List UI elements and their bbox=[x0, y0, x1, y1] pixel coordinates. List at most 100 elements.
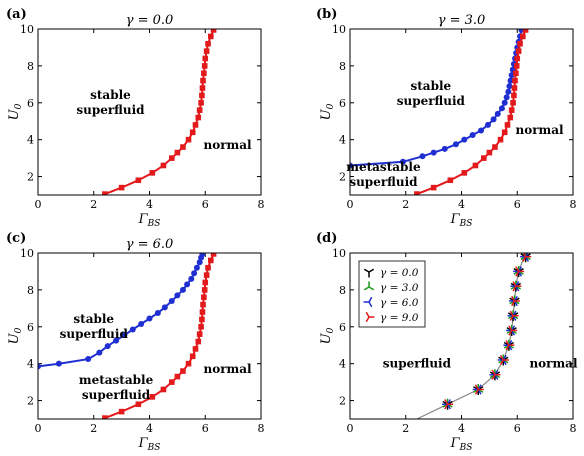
legend-marker bbox=[365, 311, 375, 323]
data-point bbox=[522, 29, 529, 33]
data-point bbox=[515, 48, 522, 54]
data-point bbox=[169, 155, 175, 161]
legend-label: γ = 6.0 bbox=[380, 297, 419, 309]
data-point bbox=[104, 343, 111, 350]
y-axis-label: U0 bbox=[7, 103, 24, 120]
x-tick-label: 6 bbox=[202, 422, 209, 435]
data-point bbox=[160, 386, 167, 393]
region-label: superfluid bbox=[383, 356, 452, 370]
data-point bbox=[195, 114, 202, 121]
data-point bbox=[503, 340, 513, 351]
x-tick-label: 4 bbox=[458, 198, 465, 211]
data-point bbox=[188, 275, 195, 282]
data-point bbox=[201, 287, 208, 293]
data-point bbox=[501, 129, 508, 136]
plot-area bbox=[350, 29, 529, 195]
data-point bbox=[174, 292, 181, 299]
data-point bbox=[196, 331, 203, 337]
region-label: metastable superfluid bbox=[346, 160, 421, 189]
data-point bbox=[509, 310, 519, 321]
data-point bbox=[506, 325, 516, 336]
data-point bbox=[169, 379, 175, 385]
y-tick-label: 4 bbox=[27, 358, 34, 371]
data-point bbox=[198, 99, 204, 106]
data-point bbox=[118, 408, 125, 415]
x-axis-label: ΓBS bbox=[450, 212, 473, 229]
data-point bbox=[113, 337, 120, 344]
data-point bbox=[192, 122, 199, 128]
data-point bbox=[501, 99, 508, 106]
data-point bbox=[180, 144, 186, 150]
data-point bbox=[185, 360, 192, 367]
data-point bbox=[507, 77, 514, 84]
axes-frame bbox=[349, 28, 574, 196]
panel-d: (d) 0 2 4 6 8 2 4 6 8 10 ΓBS U0 γ = 0.0 γ = 3.0 γ = 6.0… bbox=[316, 231, 578, 453]
data-point bbox=[205, 264, 211, 271]
region-label: normal bbox=[204, 362, 253, 376]
data-point bbox=[55, 360, 62, 367]
x-tick-label: 0 bbox=[35, 198, 42, 211]
region-label: metastable superfluid bbox=[79, 373, 154, 402]
data-point bbox=[508, 325, 518, 336]
data-point bbox=[350, 162, 353, 169]
data-point bbox=[505, 340, 515, 351]
data-point bbox=[497, 136, 504, 143]
data-point bbox=[149, 170, 156, 176]
data-point bbox=[494, 110, 501, 117]
panel-title: γ = 6.0 bbox=[126, 237, 174, 252]
data-point bbox=[199, 253, 206, 257]
data-point bbox=[511, 92, 517, 99]
data-point bbox=[503, 94, 510, 101]
data-point bbox=[513, 266, 523, 277]
y-tick-label: 6 bbox=[27, 321, 34, 334]
data-point bbox=[149, 394, 156, 400]
y-tick-label: 10 bbox=[20, 23, 34, 36]
data-point bbox=[430, 149, 437, 156]
data-point bbox=[490, 116, 497, 123]
legend-marker bbox=[363, 296, 373, 308]
panel-label: (b) bbox=[316, 7, 337, 22]
y-tick-label: 10 bbox=[332, 23, 346, 36]
y-axis-label: U0 bbox=[319, 327, 336, 344]
data-point bbox=[489, 369, 499, 380]
panel-label: (a) bbox=[6, 7, 27, 22]
data-point bbox=[399, 158, 406, 165]
series-1 bbox=[102, 253, 217, 419]
x-tick-label: 8 bbox=[570, 198, 577, 211]
region-label: normal bbox=[529, 356, 578, 370]
y-tick-label: 2 bbox=[27, 171, 34, 184]
panel-label: (d) bbox=[316, 231, 337, 246]
data-point bbox=[515, 266, 525, 277]
y-tick-label: 2 bbox=[339, 395, 346, 408]
data-point bbox=[510, 281, 520, 292]
data-point bbox=[414, 191, 420, 195]
x-tick-label: 4 bbox=[146, 422, 153, 435]
data-point bbox=[201, 70, 207, 77]
x-tick-label: 6 bbox=[514, 422, 521, 435]
y-axis-label: U0 bbox=[319, 103, 336, 120]
data-point bbox=[102, 415, 108, 419]
region-label: normal bbox=[516, 123, 565, 137]
data-point bbox=[168, 297, 175, 304]
y-tick-label: 10 bbox=[20, 247, 34, 260]
data-point bbox=[38, 363, 41, 370]
legend: γ = 0.0 γ = 3.0 γ = 6.0 γ = 9.0 bbox=[358, 260, 426, 328]
data-point bbox=[174, 373, 181, 380]
data-point bbox=[508, 107, 515, 113]
legend-label: γ = 0.0 bbox=[380, 267, 419, 279]
series-0 bbox=[38, 253, 206, 370]
data-point bbox=[497, 354, 507, 366]
region-label: stable superfluid bbox=[76, 88, 145, 117]
y-axis-label: U0 bbox=[7, 327, 24, 344]
data-point bbox=[492, 144, 498, 150]
data-point bbox=[511, 295, 520, 307]
data-point bbox=[486, 149, 493, 156]
data-point bbox=[198, 323, 204, 330]
data-point bbox=[184, 281, 191, 288]
data-point bbox=[189, 353, 196, 360]
data-point bbox=[430, 184, 437, 191]
x-tick-label: 2 bbox=[90, 198, 97, 211]
data-point bbox=[161, 304, 168, 311]
data-point bbox=[504, 122, 511, 128]
